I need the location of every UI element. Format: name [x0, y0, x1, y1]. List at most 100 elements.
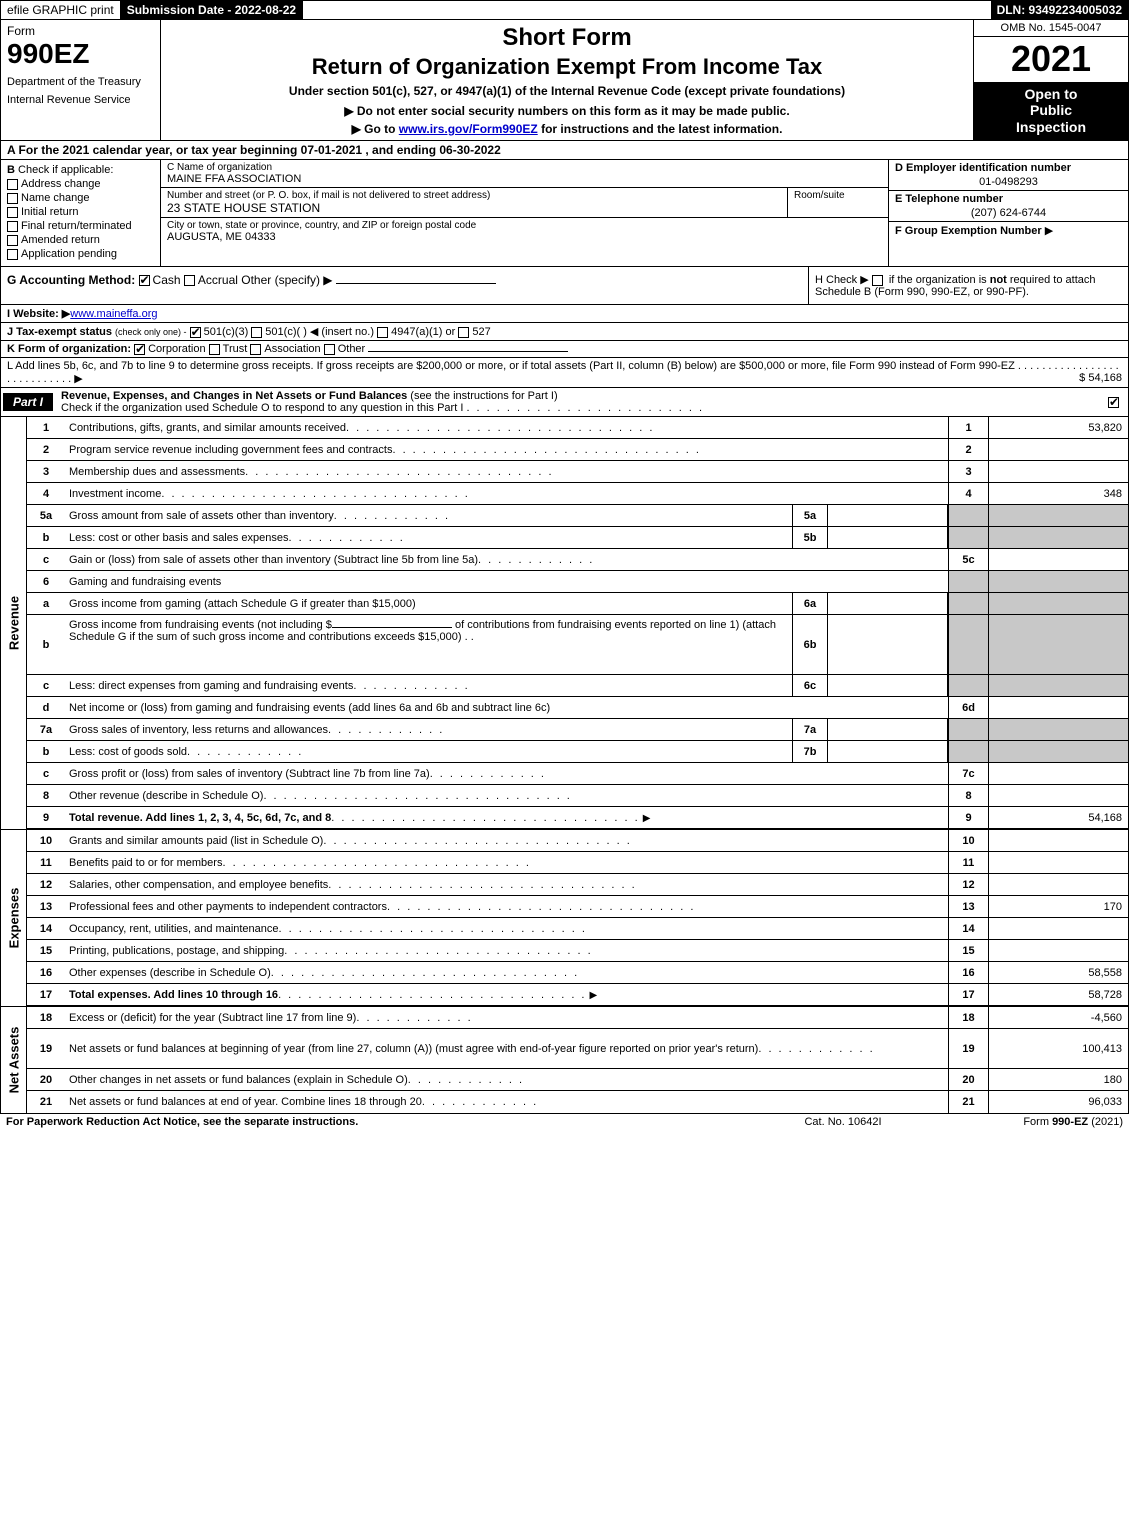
line-5b: b Less: cost or other basis and sales ex…: [27, 527, 1128, 549]
line-6: 6 Gaming and fundraising events: [27, 571, 1128, 593]
city-block: City or town, state or province, country…: [161, 218, 888, 245]
topbar-spacer: [303, 1, 990, 19]
website-link[interactable]: www.maineffa.org: [70, 308, 157, 320]
line-21: 21 Net assets or fund balances at end of…: [27, 1091, 1128, 1113]
netassets-vlabel: Net Assets: [1, 1007, 27, 1113]
chk-amended-return[interactable]: Amended return: [7, 234, 154, 246]
row-h: H Check ▶ if the organization is not req…: [808, 267, 1128, 304]
row-a-tax-year: A For the 2021 calendar year, or tax yea…: [0, 141, 1129, 160]
expenses-section: Expenses 10 Grants and similar amounts p…: [0, 829, 1129, 1006]
line-8: 8 Other revenue (describe in Schedule O)…: [27, 785, 1128, 807]
line-10: 10 Grants and similar amounts paid (list…: [27, 830, 1128, 852]
row-k: K Form of organization: Corporation Trus…: [0, 341, 1129, 358]
line-2: 2 Program service revenue including gove…: [27, 439, 1128, 461]
form-id-block: Form 990EZ Department of the Treasury In…: [1, 20, 161, 140]
line-7c: c Gross profit or (loss) from sales of i…: [27, 763, 1128, 785]
chk-527[interactable]: [458, 327, 469, 338]
part-i-header: Part I Revenue, Expenses, and Changes in…: [0, 388, 1129, 417]
omb-number: OMB No. 1545-0047: [974, 20, 1128, 37]
box-c: C Name of organization MAINE FFA ASSOCIA…: [161, 160, 888, 266]
chk-501c3[interactable]: [190, 327, 201, 338]
chk-trust[interactable]: [209, 344, 220, 355]
row-g: G Accounting Method: Cash Accrual Other …: [1, 267, 808, 304]
line-4: 4 Investment income 4 348: [27, 483, 1128, 505]
chk-cash[interactable]: [139, 275, 150, 286]
line-6a: a Gross income from gaming (attach Sched…: [27, 593, 1128, 615]
form-label: Form: [7, 24, 154, 38]
footer-center: Cat. No. 10642I: [743, 1116, 943, 1128]
part-i-tag: Part I: [3, 393, 53, 411]
line-6b: b Gross income from fundraising events (…: [27, 615, 1128, 675]
chk-address-change[interactable]: Address change: [7, 178, 154, 190]
chk-501c[interactable]: [251, 327, 262, 338]
chk-application-pending[interactable]: Application pending: [7, 248, 154, 260]
line-16: 16 Other expenses (describe in Schedule …: [27, 962, 1128, 984]
chk-name-change[interactable]: Name change: [7, 192, 154, 204]
efile-label: efile GRAPHIC print: [1, 1, 121, 19]
tax-year: 2021: [974, 37, 1128, 82]
chk-schedule-o-part1[interactable]: [1108, 397, 1119, 408]
line-18: 18 Excess or (deficit) for the year (Sub…: [27, 1007, 1128, 1029]
line-6d: d Net income or (loss) from gaming and f…: [27, 697, 1128, 719]
revenue-section: Revenue 1 Contributions, gifts, grants, …: [0, 417, 1129, 829]
block-b-to-f: B Check if applicable: Address change Na…: [0, 160, 1129, 267]
form-number: 990EZ: [7, 38, 154, 70]
block-g-h: G Accounting Method: Cash Accrual Other …: [0, 267, 1129, 305]
row-i: I Website: ▶www.maineffa.org: [0, 305, 1129, 323]
line-12: 12 Salaries, other compensation, and emp…: [27, 874, 1128, 896]
line-5c: c Gain or (loss) from sale of assets oth…: [27, 549, 1128, 571]
box-d-e-f: D Employer identification number 01-0498…: [888, 160, 1128, 266]
title-sub: Under section 501(c), 527, or 4947(a)(1)…: [167, 84, 967, 98]
form-header: Form 990EZ Department of the Treasury In…: [0, 20, 1129, 141]
footer-right: Form 990-EZ (2021): [943, 1116, 1123, 1128]
line-14: 14 Occupancy, rent, utilities, and maint…: [27, 918, 1128, 940]
line-7a: 7a Gross sales of inventory, less return…: [27, 719, 1128, 741]
line-11: 11 Benefits paid to or for members 11: [27, 852, 1128, 874]
title-main: Return of Organization Exempt From Incom…: [167, 54, 967, 80]
chk-corporation[interactable]: [134, 344, 145, 355]
chk-4947[interactable]: [377, 327, 388, 338]
inspection-badge: Open to Public Inspection: [974, 82, 1128, 140]
row-l: L Add lines 5b, 6c, and 7b to line 9 to …: [0, 358, 1129, 388]
box-f: F Group Exemption Number ▶: [889, 222, 1128, 266]
line-6c: c Less: direct expenses from gaming and …: [27, 675, 1128, 697]
chk-schedule-b[interactable]: [872, 275, 883, 286]
expenses-vlabel: Expenses: [1, 830, 27, 1006]
chk-association[interactable]: [250, 344, 261, 355]
street-block: Number and street (or P. O. box, if mail…: [161, 188, 788, 217]
part-i-title: Revenue, Expenses, and Changes in Net As…: [55, 388, 1108, 416]
submission-date: Submission Date - 2022-08-22: [121, 1, 303, 19]
dln-label: DLN: 93492234005032: [991, 1, 1128, 19]
title-note1: ▶ Do not enter social security numbers o…: [167, 104, 967, 118]
title-short: Short Form: [167, 24, 967, 52]
top-bar: efile GRAPHIC print Submission Date - 20…: [0, 0, 1129, 20]
irs-link[interactable]: www.irs.gov/Form990EZ: [399, 122, 538, 136]
revenue-vlabel: Revenue: [1, 417, 27, 829]
room-suite: Room/suite: [788, 188, 888, 217]
line-7b: b Less: cost of goods sold 7b: [27, 741, 1128, 763]
line-19: 19 Net assets or fund balances at beginn…: [27, 1029, 1128, 1069]
form-title-block: Short Form Return of Organization Exempt…: [161, 20, 973, 140]
chk-final-return[interactable]: Final return/terminated: [7, 220, 154, 232]
dept-irs: Internal Revenue Service: [7, 94, 154, 106]
line-3: 3 Membership dues and assessments 3: [27, 461, 1128, 483]
box-b: B Check if applicable: Address change Na…: [1, 160, 161, 266]
footer-left: For Paperwork Reduction Act Notice, see …: [6, 1116, 743, 1128]
line-1: 1 Contributions, gifts, grants, and simi…: [27, 417, 1128, 439]
line-15: 15 Printing, publications, postage, and …: [27, 940, 1128, 962]
line-13: 13 Professional fees and other payments …: [27, 896, 1128, 918]
title-note2: ▶ Go to www.irs.gov/Form990EZ for instru…: [167, 122, 967, 136]
line-20: 20 Other changes in net assets or fund b…: [27, 1069, 1128, 1091]
chk-other-org[interactable]: [324, 344, 335, 355]
header-right: OMB No. 1545-0047 2021 Open to Public In…: [973, 20, 1128, 140]
box-d: D Employer identification number 01-0498…: [889, 160, 1128, 191]
line-17: 17 Total expenses. Add lines 10 through …: [27, 984, 1128, 1006]
line-9: 9 Total revenue. Add lines 1, 2, 3, 4, 5…: [27, 807, 1128, 829]
row-j: J Tax-exempt status (check only one) - 5…: [0, 323, 1129, 341]
line-5a: 5a Gross amount from sale of assets othe…: [27, 505, 1128, 527]
net-assets-section: Net Assets 18 Excess or (deficit) for th…: [0, 1006, 1129, 1114]
dept-treasury: Department of the Treasury: [7, 76, 154, 88]
box-e: E Telephone number (207) 624-6744: [889, 191, 1128, 222]
chk-initial-return[interactable]: Initial return: [7, 206, 154, 218]
chk-accrual[interactable]: [184, 275, 195, 286]
